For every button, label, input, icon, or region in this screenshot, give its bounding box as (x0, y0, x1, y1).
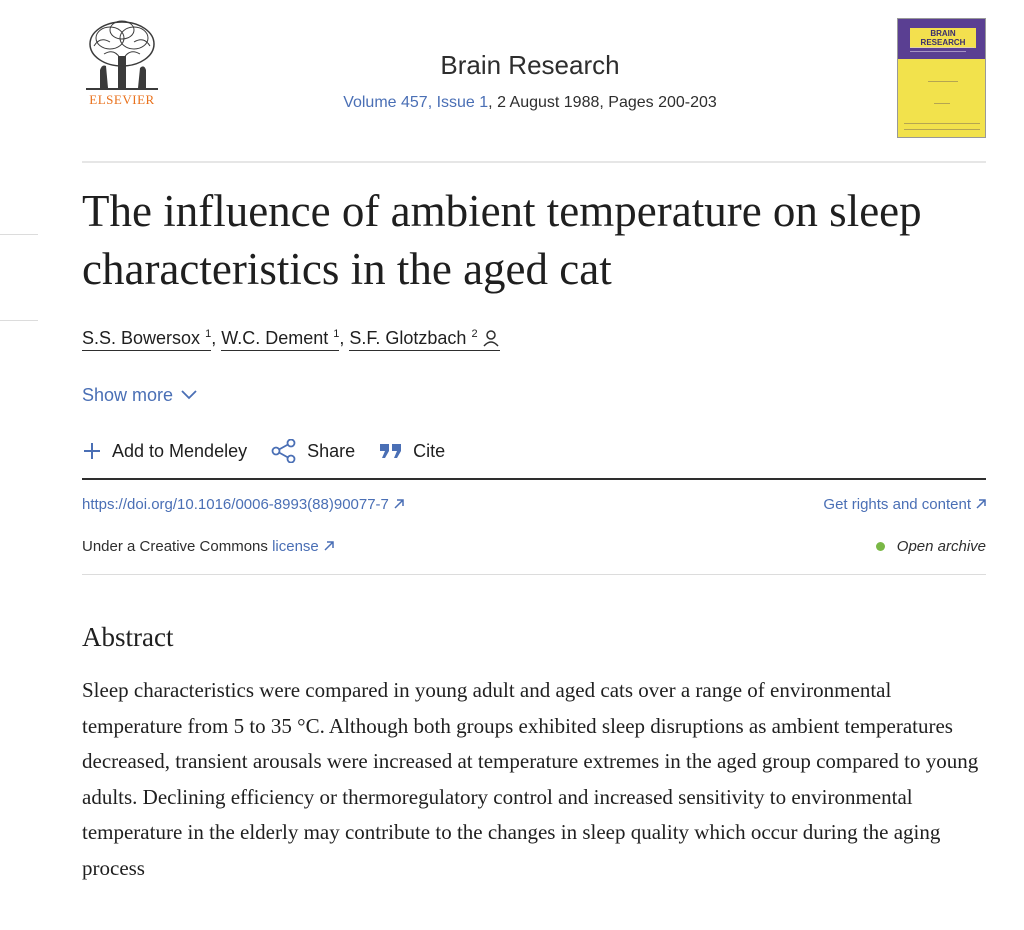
plus-icon (84, 443, 100, 459)
tree-logo-icon (86, 20, 158, 90)
author-name: S.F. Glotzbach (349, 328, 467, 348)
external-link-icon (394, 496, 404, 513)
open-archive-badge: Open archive (875, 538, 986, 555)
journal-cover[interactable]: BRAIN RESEARCH (897, 18, 986, 138)
open-archive-label: Open archive (896, 538, 986, 555)
cover-line (904, 129, 980, 130)
cover-line (910, 51, 966, 52)
author-affiliation: 1 (333, 328, 340, 340)
action-bar-divider (82, 478, 986, 480)
left-divider (0, 320, 38, 321)
author-link[interactable]: W.C. Dement 1 (221, 328, 340, 351)
author-affiliation: 2 (471, 328, 478, 340)
author-list: S.S. Bowersox 1, W.C. Dement 1, S.F. Glo… (82, 328, 500, 352)
status-dot-icon (875, 542, 885, 551)
get-rights-link[interactable]: Get rights and content (823, 496, 986, 513)
author-name: S.S. Bowersox (82, 328, 201, 348)
cover-title: BRAIN RESEARCH (910, 28, 976, 48)
license-info: Under a Creative Commons license (82, 538, 334, 555)
cover-line (910, 47, 974, 48)
cover-line (904, 123, 980, 124)
cite-button[interactable]: Cite (379, 441, 445, 462)
share-button[interactable]: Share (271, 439, 355, 463)
metadata-divider (82, 574, 986, 575)
article-title: The influence of ambient temperature on … (82, 186, 922, 294)
license-prefix: Under a Creative Commons (82, 538, 273, 555)
cover-line (928, 81, 958, 82)
cite-label: Cite (413, 440, 446, 461)
chevron-down-icon (181, 384, 197, 405)
person-icon (482, 329, 500, 352)
add-to-mendeley-button[interactable]: Add to Mendeley (82, 441, 247, 462)
share-icon (271, 439, 296, 463)
elsevier-logo[interactable]: ELSEVIER (80, 16, 164, 112)
header-divider (82, 161, 986, 163)
license-link[interactable]: license (272, 538, 334, 555)
left-divider (0, 234, 38, 235)
doi-link[interactable]: https://doi.org/10.1016/0006-8993(88)900… (82, 496, 404, 513)
cover-line (934, 103, 950, 104)
get-rights-text: Get rights and content (823, 496, 971, 513)
abstract-text: Sleep characteristics were compared in y… (82, 678, 979, 880)
action-bar: Add to Mendeley Share Cite (82, 437, 469, 465)
author-affiliation: 1 (205, 328, 212, 340)
show-more-label: Show more (82, 385, 174, 405)
author-separator: , (339, 328, 350, 348)
issue-info: Volume 457, Issue 1, 2 August 1988, Page… (300, 94, 760, 112)
author-separator: , (211, 328, 222, 348)
author-name: W.C. Dement (221, 328, 329, 348)
author-link[interactable]: S.S. Bowersox 1 (82, 328, 212, 351)
external-link-icon (976, 496, 986, 513)
show-more-button[interactable]: Show more (82, 384, 197, 406)
add-to-mendeley-label: Add to Mendeley (112, 440, 248, 461)
elsevier-wordmark: ELSEVIER (89, 92, 155, 107)
license-link-text: license (272, 538, 319, 555)
author-link[interactable]: S.F. Glotzbach 2 (349, 328, 500, 352)
volume-issue-link[interactable]: Volume 457, Issue 1 (343, 94, 489, 111)
issue-date-pages: , 2 August 1988, Pages 200-203 (488, 94, 717, 111)
doi-text: https://doi.org/10.1016/0006-8993(88)900… (82, 496, 389, 513)
abstract-heading: Abstract (82, 622, 174, 652)
external-link-icon (324, 538, 334, 555)
journal-title[interactable]: Brain Research (440, 50, 620, 80)
share-label: Share (307, 440, 356, 461)
quote-icon (380, 444, 402, 458)
